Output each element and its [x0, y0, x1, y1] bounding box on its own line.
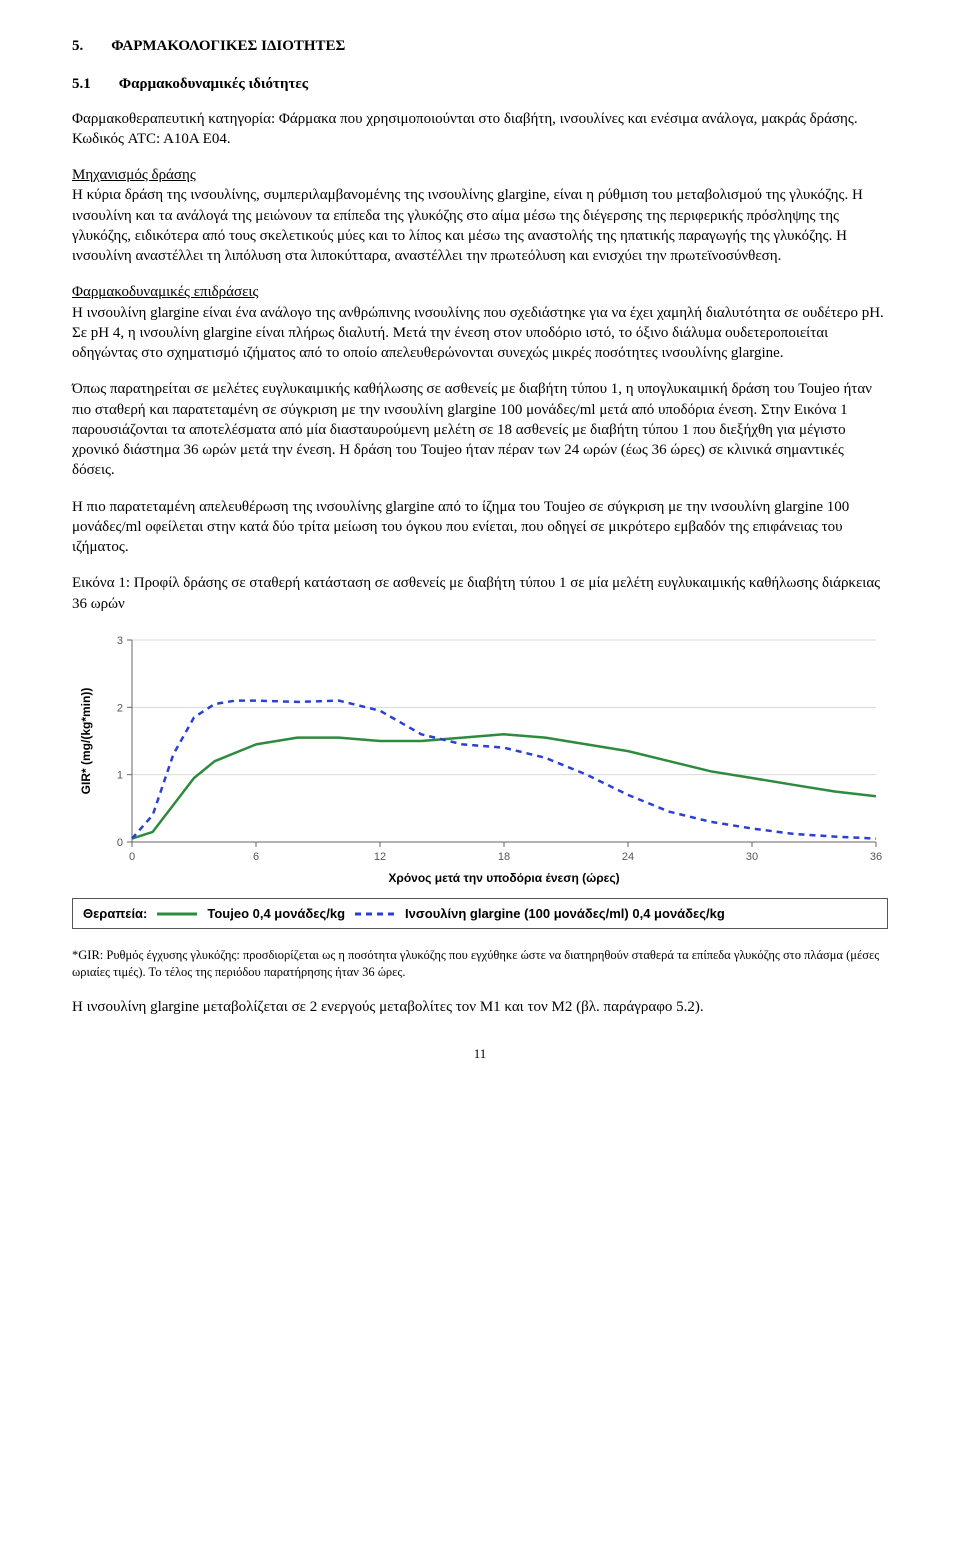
gir-chart: 0612182430360123Χρόνος μετά την υποδόρια… — [72, 630, 888, 890]
svg-text:GIR* (mg/(kg*min)): GIR* (mg/(kg*min)) — [79, 687, 93, 794]
svg-text:6: 6 — [253, 851, 259, 863]
svg-text:18: 18 — [498, 851, 510, 863]
svg-text:24: 24 — [622, 851, 634, 863]
paragraph-category: Φαρμακοθεραπευτική κατηγορία: Φάρμακα πο… — [72, 109, 888, 150]
svg-text:0: 0 — [117, 837, 123, 849]
svg-text:2: 2 — [117, 702, 123, 714]
subsection-number: 5.1 — [72, 74, 91, 94]
paragraph-clamp-study: Όπως παρατηρείται σε μελέτες ευγλυκαιμικ… — [72, 379, 888, 480]
chart-legend: Θεραπεία: Toujeo 0,4 μονάδες/kg Ινσουλίν… — [72, 898, 888, 930]
svg-text:36: 36 — [870, 851, 882, 863]
gir-footnote: *GIR: Ρυθμός έγχυσης γλυκόζης: προσδιορί… — [72, 947, 888, 981]
page-number: 11 — [72, 1045, 888, 1063]
paragraph-metabolites: Η ινσουλίνη glargine μεταβολίζεται σε 2 … — [72, 997, 888, 1017]
legend-label: Θεραπεία: — [83, 905, 147, 923]
svg-text:3: 3 — [117, 635, 123, 647]
figure-caption: Εικόνα 1: Προφίλ δράσης σε σταθερή κατάσ… — [72, 573, 888, 614]
legend-swatch-glargine — [353, 908, 397, 920]
paragraph-release: Η πιο παρατεταμένη απελευθέρωση της ινσο… — [72, 497, 888, 558]
heading-pd-effects: Φαρμακοδυναμικές επιδράσεις — [72, 284, 258, 300]
legend-text-toujeo: Toujeo 0,4 μονάδες/kg — [207, 905, 345, 923]
svg-text:1: 1 — [117, 769, 123, 781]
paragraph-mechanism: Η κύρια δράση της ινσουλίνης, συμπεριλαμ… — [72, 187, 863, 264]
section-title: ΦΑΡΜΑΚΟΛΟΓΙΚΕΣ ΙΔΙΟΤΗΤΕΣ — [111, 36, 345, 56]
subsection-title: Φαρμακοδυναμικές ιδιότητες — [119, 74, 308, 94]
svg-text:30: 30 — [746, 851, 758, 863]
legend-text-glargine: Ινσουλίνη glargine (100 μονάδες/ml) 0,4 … — [405, 905, 725, 923]
paragraph-pd-effects: Η ινσουλίνη glargine είναι ένα ανάλογο τ… — [72, 305, 884, 362]
section-number: 5. — [72, 36, 83, 56]
svg-text:Χρόνος μετά την υποδόρια ένεση: Χρόνος μετά την υποδόρια ένεση (ώρες) — [388, 871, 619, 885]
heading-mechanism: Μηχανισμός δράσης — [72, 167, 196, 183]
svg-text:0: 0 — [129, 851, 135, 863]
svg-text:12: 12 — [374, 851, 386, 863]
legend-swatch-toujeo — [155, 908, 199, 920]
